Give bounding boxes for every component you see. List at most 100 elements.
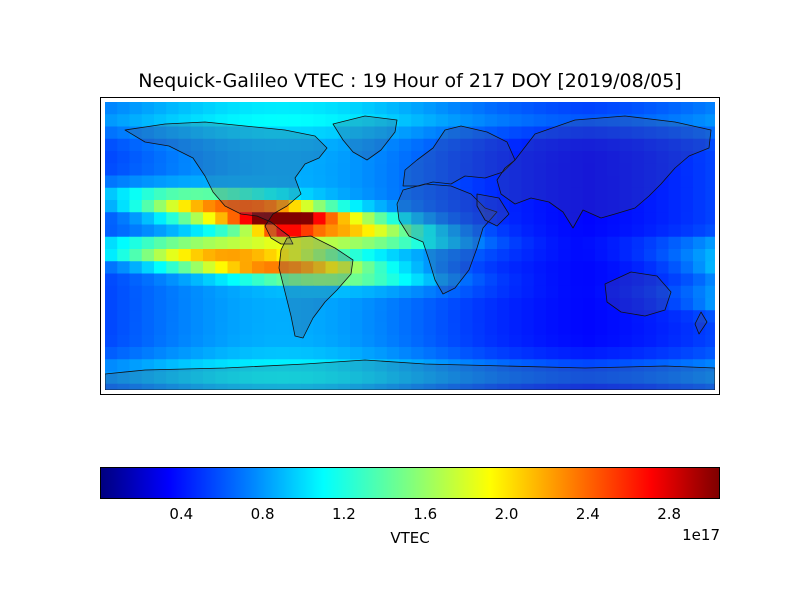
vtec-cell [509, 273, 523, 287]
vtec-cell [288, 175, 302, 189]
vtec-cell [166, 334, 180, 348]
vtec-cell [117, 224, 131, 238]
vtec-cell [386, 322, 400, 336]
vtec-cell [117, 175, 131, 189]
vtec-cell [705, 310, 715, 324]
vtec-cell [313, 138, 327, 152]
vtec-cell [215, 359, 229, 373]
vtec-cell [484, 334, 498, 348]
vtec-cell [472, 322, 486, 336]
vtec-cell [313, 249, 327, 262]
vtec-cell [362, 114, 376, 128]
vtec-cell [644, 236, 657, 250]
vtec-cell [680, 249, 694, 262]
vtec-cell [460, 310, 474, 324]
vtec-cell [668, 285, 682, 299]
vtec-cell [533, 224, 547, 238]
vtec-cell [546, 249, 559, 262]
vtec-cell [558, 261, 572, 275]
vtec-cell [693, 138, 706, 152]
vtec-cell [484, 114, 498, 128]
vtec-cell [570, 249, 584, 262]
vtec-cell [399, 322, 412, 336]
vtec-cell [178, 383, 192, 390]
vtec-cell [203, 126, 216, 140]
vtec-cell [154, 163, 167, 177]
vtec-cell [337, 114, 351, 128]
vtec-cell [313, 126, 327, 140]
vtec-cell [558, 126, 572, 140]
vtec-cell [203, 114, 216, 128]
vtec-cell [325, 212, 339, 226]
vtec-cell [582, 114, 596, 128]
vtec-cell [693, 298, 706, 311]
vtec-cell [117, 200, 131, 213]
vtec-cell [141, 224, 155, 238]
vtec-cell [668, 138, 682, 152]
vtec-cell [497, 334, 510, 348]
vtec-cell [411, 347, 425, 360]
vtec-cell [705, 224, 715, 238]
vtec-cell [521, 371, 535, 385]
australia-outline [604, 271, 672, 317]
vtec-cell [264, 200, 278, 213]
vtec-cell [374, 359, 388, 373]
vtec-cell [435, 200, 449, 213]
vtec-cell [484, 200, 498, 213]
vtec-cell [497, 285, 510, 299]
vtec-cell [558, 114, 572, 128]
vtec-cell [656, 249, 670, 262]
vtec-cell [276, 187, 290, 201]
vtec-cell [325, 163, 339, 177]
vtec-cell [693, 151, 706, 164]
vtec-cell [435, 187, 449, 201]
vtec-cell [374, 371, 388, 385]
vtec-cell [117, 114, 131, 128]
vtec-cell [386, 285, 400, 299]
vtec-cell [203, 138, 216, 152]
vtec-cell [631, 249, 645, 262]
vtec-cell [680, 200, 694, 213]
vtec-cell [105, 334, 118, 348]
vtec-cell [533, 187, 547, 201]
vtec-cell [558, 347, 572, 360]
vtec-cell [313, 285, 327, 299]
vtec-cell [644, 163, 657, 177]
vtec-cell [154, 261, 167, 275]
vtec-cell [705, 126, 715, 140]
vtec-cell [301, 273, 314, 287]
vtec-cell [693, 200, 706, 213]
vtec-cell [582, 371, 596, 385]
vtec-cell [472, 261, 486, 275]
vtec-cell [411, 273, 425, 287]
vtec-cell [435, 102, 449, 115]
vtec-cell [705, 383, 715, 390]
vtec-cell [264, 175, 278, 189]
vtec-cell [680, 310, 694, 324]
vtec-cell [656, 285, 670, 299]
vtec-cell [399, 175, 412, 189]
vtec-cell [546, 383, 559, 390]
vtec-cell [313, 273, 327, 287]
vtec-cell [288, 359, 302, 373]
vtec-cell [680, 102, 694, 115]
continents-layer [105, 115, 715, 390]
greenland-outline [332, 115, 398, 161]
vtec-cell [178, 187, 192, 201]
vtec-cell [558, 224, 572, 238]
vtec-cell [484, 322, 498, 336]
vtec-cell [435, 249, 449, 262]
vtec-cell [215, 138, 229, 152]
vtec-cell [288, 126, 302, 140]
vtec-cell [558, 236, 572, 250]
vtec-cell [423, 273, 437, 287]
vtec-cell [509, 334, 523, 348]
vtec-cell [105, 138, 118, 152]
vtec-cell [227, 187, 241, 201]
vtec-cell [533, 200, 547, 213]
vtec-cell [509, 261, 523, 275]
vtec-cell [644, 102, 657, 115]
vtec-cell [619, 114, 633, 128]
vtec-cell [423, 285, 437, 299]
vtec-cell [656, 138, 670, 152]
